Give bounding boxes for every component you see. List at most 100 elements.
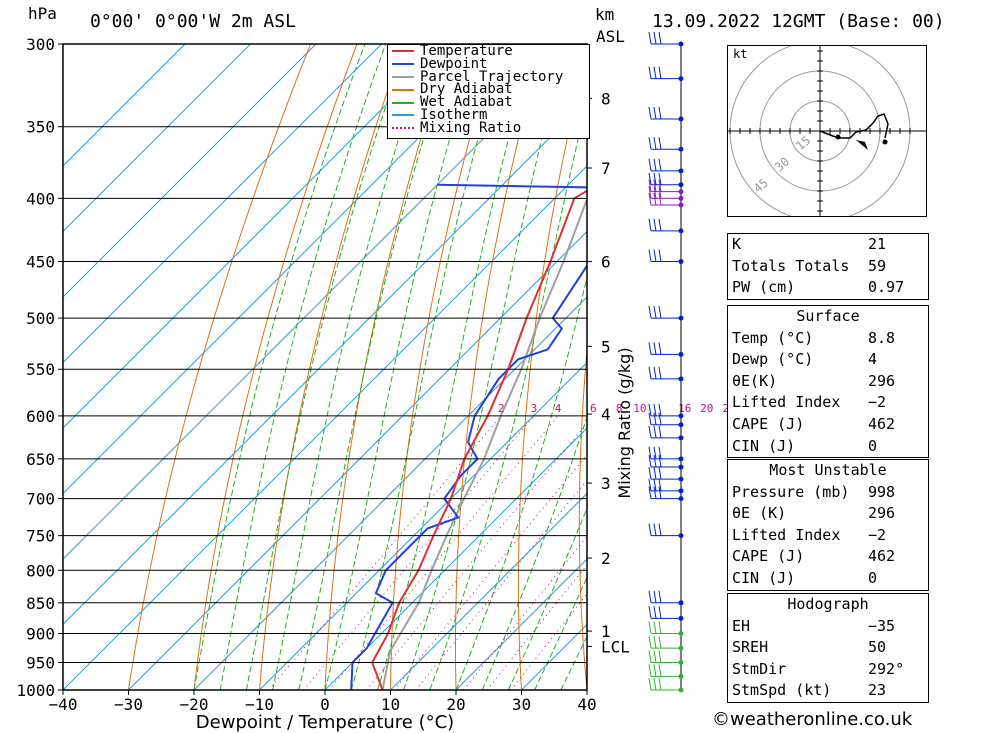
hodograph-unit: kt bbox=[733, 47, 748, 61]
wind-barb-flag bbox=[653, 621, 657, 634]
wind-level-dot bbox=[678, 351, 684, 357]
wind-barb-flag bbox=[653, 664, 657, 677]
wind-barb-flag bbox=[653, 677, 657, 691]
isotherm-line bbox=[193, 296, 587, 690]
legend-item: Isotherm bbox=[388, 108, 589, 122]
wind-barb-flag bbox=[653, 342, 657, 355]
wind-barb-flag bbox=[658, 158, 662, 171]
most-unstable-value: 0 bbox=[868, 568, 878, 587]
wind-barb-flag bbox=[658, 218, 662, 231]
hodograph-value: 23 bbox=[868, 681, 887, 700]
isotherm-line bbox=[63, 44, 186, 167]
wind-barb-flag bbox=[653, 137, 657, 150]
height-tick-label: 1 bbox=[601, 622, 611, 641]
wind-barb-flag bbox=[653, 66, 657, 79]
wind-barb-flag bbox=[648, 137, 652, 150]
wind-barb-flag bbox=[653, 106, 657, 120]
wind-level-dot bbox=[678, 456, 684, 462]
wind-level-dot bbox=[678, 76, 684, 82]
wind-level-dot bbox=[678, 376, 684, 382]
temperature-tick-label: −20 bbox=[180, 695, 209, 714]
wind-barb-flag bbox=[658, 486, 662, 499]
isotherm-line bbox=[63, 44, 382, 364]
wind-barb-flag bbox=[653, 192, 657, 206]
wind-barb-flag bbox=[658, 342, 662, 355]
wind-barb-flag bbox=[653, 636, 657, 649]
wind-barb-flag bbox=[658, 636, 662, 649]
hodograph-row: SREH 50 bbox=[728, 637, 928, 659]
wind-barb-flag bbox=[653, 306, 657, 319]
isotherm-line bbox=[63, 99, 587, 626]
mixing-ratio-line bbox=[366, 422, 587, 690]
wet-adiabat-line bbox=[534, 576, 587, 690]
isotherm-line bbox=[63, 165, 587, 690]
wind-barb-flag bbox=[648, 66, 652, 79]
hodograph-row: EH −35 bbox=[728, 616, 928, 638]
dry-adiabat-line bbox=[696, 44, 729, 690]
temperature-tick-label: −10 bbox=[245, 695, 274, 714]
index-label: Totals Totals bbox=[732, 256, 850, 275]
datetime-title: 13.09.2022 12GMT (Base: 00) bbox=[652, 11, 945, 32]
wet-adiabat-line bbox=[350, 44, 506, 690]
wind-barb-flag bbox=[648, 218, 652, 231]
wind-level-dot bbox=[678, 146, 684, 152]
wet-adiabat-line bbox=[245, 44, 408, 690]
surface-value: 0 bbox=[868, 436, 878, 455]
wind-barb-flag bbox=[648, 590, 652, 603]
height-tick-label: 6 bbox=[601, 253, 611, 272]
pressure-tick-label: 400 bbox=[26, 189, 55, 208]
wind-barb-flag bbox=[658, 186, 662, 199]
wind-level-dot bbox=[678, 168, 684, 174]
wind-barb-flag bbox=[658, 66, 662, 79]
dry-adiabat-line bbox=[517, 50, 587, 690]
legend-label: Dewpoint bbox=[420, 55, 488, 72]
mixing-ratio-label: 10 bbox=[633, 402, 646, 415]
wind-barb-flag bbox=[658, 306, 662, 319]
wind-barb-flag bbox=[653, 179, 657, 192]
wind-level-dot bbox=[678, 189, 684, 195]
legend-label: Parcel Trajectory bbox=[420, 68, 564, 85]
surface-row: θE(K) 296 bbox=[728, 371, 928, 393]
mixing-ratio-line bbox=[268, 415, 502, 690]
wind-barb-flag bbox=[648, 192, 652, 206]
most-unstable-row: θE (K) 296 bbox=[728, 503, 928, 525]
legend-swatch bbox=[392, 127, 414, 130]
index-row-pw: PW (cm) 0.97 bbox=[728, 277, 928, 299]
wind-level-dot bbox=[678, 645, 684, 651]
dry-adiabat-line bbox=[958, 44, 1000, 690]
most-unstable-label: CIN (J) bbox=[732, 568, 796, 587]
wind-barb-flag bbox=[653, 467, 657, 480]
isotherm-line bbox=[63, 44, 448, 429]
most-unstable-label: Pressure (mb) bbox=[732, 482, 850, 501]
wind-barb-flag bbox=[648, 106, 652, 120]
copyright-footer[interactable]: ©weatheronline.co.uk bbox=[712, 709, 913, 730]
mixing-ratio-axis-label: Mixing Ratio (g/kg) bbox=[615, 347, 634, 498]
most-unstable-title: Most Unstable bbox=[769, 461, 887, 479]
temperature-line bbox=[371, 189, 587, 690]
mixing-ratio-line bbox=[328, 415, 559, 690]
wind-barb-flag bbox=[648, 249, 652, 262]
surface-value: −2 bbox=[868, 393, 887, 412]
temperature-tick-label: 40 bbox=[577, 695, 596, 714]
mixing-ratio-line bbox=[393, 454, 587, 690]
hodograph-row: StmSpd (kt) 23 bbox=[728, 680, 928, 702]
mixing-ratio-label: 8 bbox=[616, 402, 623, 415]
wind-level-dot bbox=[678, 496, 684, 502]
wind-level-dot bbox=[678, 673, 684, 679]
legend-swatch bbox=[392, 50, 414, 53]
pressure-unit-label: hPa bbox=[28, 4, 57, 23]
wind-level-dot bbox=[678, 464, 684, 470]
index-value: 59 bbox=[868, 256, 887, 275]
wind-level-dot bbox=[678, 195, 684, 201]
wind-barb-flag bbox=[648, 486, 652, 499]
pressure-tick-label: 650 bbox=[26, 450, 55, 469]
legend-swatch bbox=[392, 75, 414, 78]
hodograph-value: 50 bbox=[868, 638, 887, 657]
index-row-tt: Totals Totals 59 bbox=[728, 256, 928, 278]
legend-item: Temperature bbox=[388, 44, 589, 58]
wind-barb-flag bbox=[648, 677, 652, 691]
pressure-tick-label: 800 bbox=[26, 561, 55, 580]
wet-adiabat-line bbox=[507, 506, 587, 690]
surface-label: Lifted Index bbox=[732, 393, 841, 412]
wind-barb-flag bbox=[658, 179, 662, 192]
